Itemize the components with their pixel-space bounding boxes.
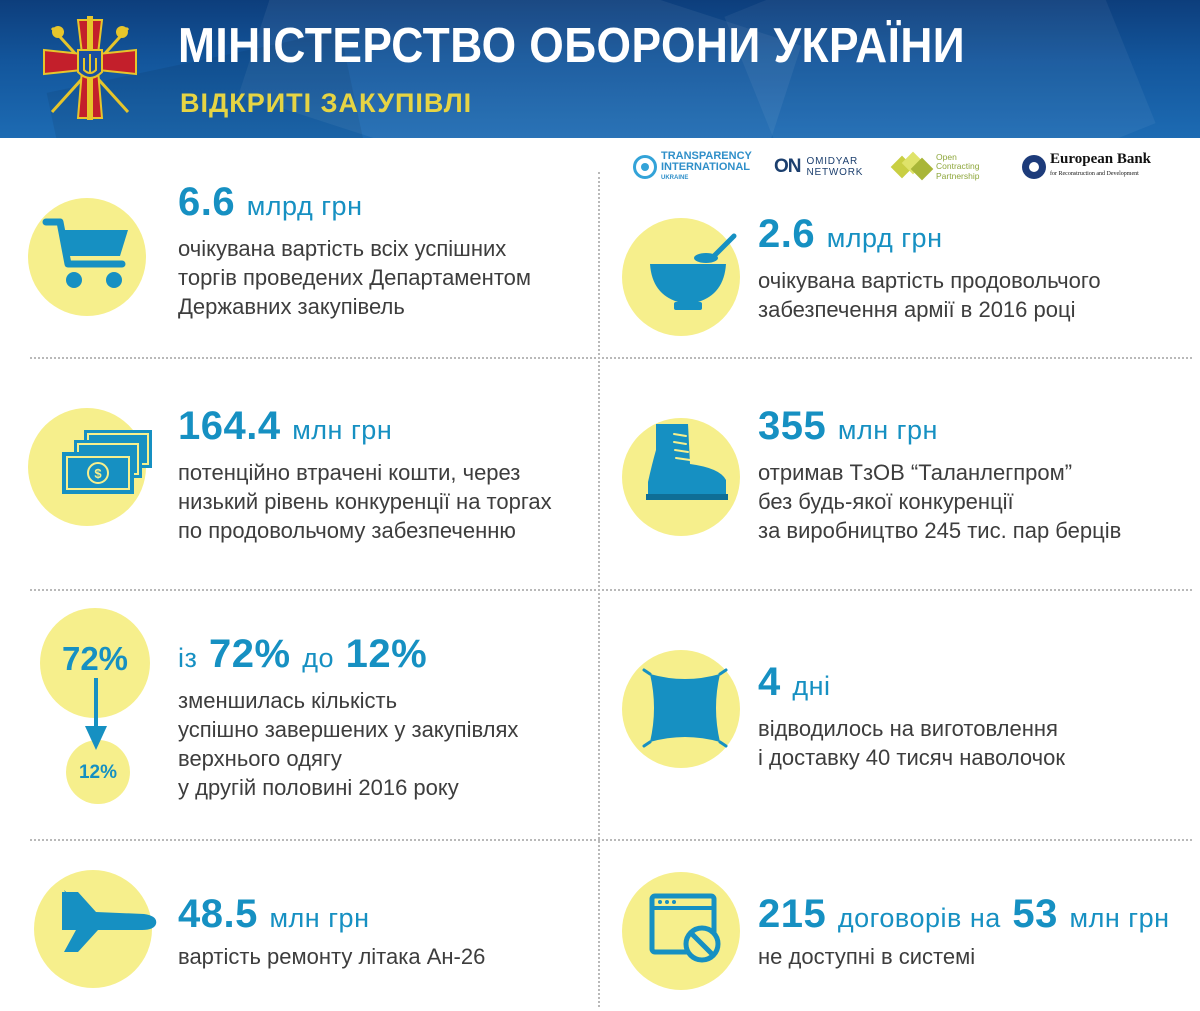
stat-desc-line: верхнього одягу (178, 746, 342, 771)
stat-value: 164.4 (178, 404, 281, 448)
open-contracting-icon (890, 151, 934, 181)
stat-value: 48.5 (178, 892, 258, 936)
row-divider (30, 357, 1192, 359)
omidyar-network-logo: ON OMIDYAR NETWORK (774, 150, 863, 184)
stat-desc-line: очікувана вартість всіх успішних (178, 236, 507, 261)
transparency-international-logo: TRANSPARENCY INTERNATIONAL UKRAINE (633, 150, 752, 184)
omidyar-mark: ON (774, 156, 801, 177)
stat-plane: 48.5 млн грн вартість ремонту літака Ан-… (178, 892, 485, 971)
percent-from-label: 72% (61, 640, 129, 677)
stat-unit: дні (792, 671, 831, 701)
stat-desc-line: успішно завершених у закупівлях (178, 717, 519, 742)
defense-ministry-emblem-icon (43, 16, 137, 120)
icon-circle (28, 198, 146, 316)
stat-value-to: 12% (345, 632, 428, 676)
page-title: МІНІСТЕРСТВО ОБОРОНИ УКРАЇНИ (178, 19, 966, 73)
stat-desc-line: і доставку 40 тисяч наволочок (758, 745, 1065, 770)
stat-desc-line: Державних закупівель (178, 294, 405, 319)
stat-clothing: із 72% до 12% зменшилась кількість успіш… (178, 632, 518, 802)
stat-value-from: 72% (209, 632, 291, 676)
ebrd-line2: for Reconstruction and Development (1050, 171, 1139, 177)
stat-desc-line: по продовольчому забезпеченню (178, 518, 516, 543)
ebrd-logo: European Bank for Reconstruction and Dev… (1022, 150, 1151, 184)
ti-line2: INTERNATIONAL (661, 160, 751, 173)
stat-unit: млрд грн (826, 223, 943, 253)
ocp-line1: Open (936, 151, 957, 162)
stat-mid: до (302, 643, 334, 673)
stat-value: 355 (758, 404, 827, 448)
open-contracting-logo: Open Contracting Partnership (890, 150, 980, 184)
blocked-browser-icon (649, 893, 721, 963)
stat-value: 215 (758, 892, 827, 936)
page-subtitle: ВІДКРИТІ ЗАКУПІВЛІ (180, 88, 473, 118)
stat-value: 2.6 (758, 212, 816, 256)
stat-food: 2.6 млрд грн очікувана вартість продовол… (758, 212, 1101, 324)
boot-icon (646, 424, 728, 500)
shopping-cart-icon (42, 218, 128, 288)
globe-icon (633, 155, 657, 179)
ebrd-line1: European Bank (1050, 151, 1152, 167)
down-arrow-icon (85, 678, 107, 750)
airplane-icon (62, 890, 157, 952)
stat-desc-line: відводилось на виготовлення (758, 716, 1058, 741)
stat-unit: млрд грн (246, 191, 363, 221)
omidyar-line2: NETWORK (806, 167, 864, 178)
ebrd-icon (1022, 155, 1046, 179)
percent-to-circle (66, 740, 130, 804)
banknotes-icon: $ (62, 430, 152, 494)
stat-desc-line: очікувана вартість продовольчого (758, 268, 1101, 293)
stat-prefix: із (178, 643, 198, 673)
stat-unit: млн грн (292, 415, 393, 445)
header-banner: МІНІСТЕРСТВО ОБОРОНИ УКРАЇНИ ВІДКРИТІ ЗА… (0, 0, 1200, 138)
stat-money: 164.4 млн грн потенційно втрачені кошти,… (178, 404, 552, 545)
stat-unit-2: млн грн (1069, 903, 1170, 933)
ocp-line2: Contracting (936, 161, 980, 172)
stat-desc-line: низький рівень конкуренції на торгах (178, 489, 552, 514)
row-divider (30, 589, 1192, 591)
omidyar-line1: OMIDYAR (806, 156, 859, 167)
stat-desc-line: отримав ТзОВ “Таланлегпром” (758, 460, 1073, 485)
stat-desc-line: за виробництво 245 тис. пар берців (758, 518, 1122, 543)
stat-cart: 6.6 млрд грн очікувана вартість всіх усп… (178, 180, 531, 321)
stat-value: 4 (758, 660, 781, 704)
ocp-line3: Partnership (936, 170, 980, 181)
bowl-icon (650, 233, 737, 310)
stat-desc-line: торгів проведених Департаментом (178, 265, 532, 290)
stat-pillow: 4 дні відводилось на виготовлення і дост… (758, 660, 1065, 772)
stat-unit: млн грн (269, 903, 370, 933)
svg-text:$: $ (94, 466, 102, 481)
stat-unit: млн грн (837, 415, 938, 445)
stat-boots: 355 млн грн отримав ТзОВ “Таланлегпром” … (758, 404, 1121, 545)
stat-desc-line: вартість ремонту літака Ан-26 (178, 944, 486, 969)
percent-to-label: 12% (78, 762, 118, 783)
stat-desc-line: потенційно втрачені кошти, через (178, 460, 521, 485)
row-divider (30, 839, 1192, 841)
ti-line1: TRANSPARENCY (661, 149, 752, 162)
stat-desc-line: зменшилась кількість (178, 688, 398, 713)
icon-circle (622, 872, 740, 990)
pillow-icon (642, 668, 728, 748)
stat-desc-line: забезпечення армії в 2016 році (758, 297, 1076, 322)
ti-line3: UKRAINE (661, 174, 689, 181)
stat-value-2: 53 (1012, 892, 1058, 936)
stat-desc-line: без будь-якої конкуренції (758, 489, 1014, 514)
stat-desc-line: у другій половині 2016 року (178, 775, 459, 800)
stat-unit: договорів на (837, 903, 1001, 933)
stat-desc-line: не доступні в системі (758, 944, 976, 969)
stat-contracts: 215 договорів на 53 млн грн не доступні … (758, 892, 1170, 971)
stat-value: 6.6 (178, 180, 236, 224)
